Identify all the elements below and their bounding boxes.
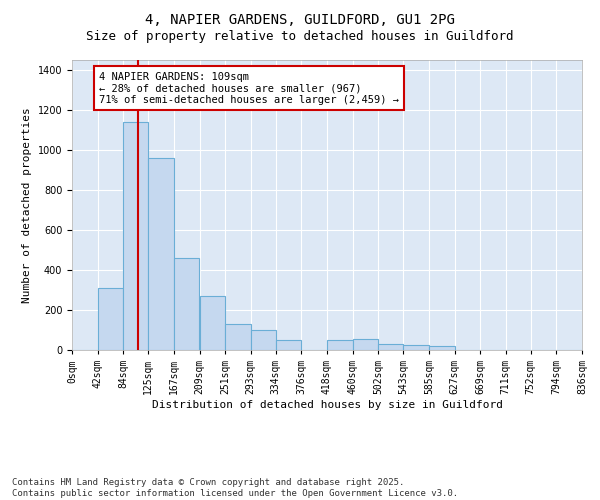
Bar <box>199 296 225 350</box>
X-axis label: Distribution of detached houses by size in Guildford: Distribution of detached houses by size … <box>151 400 503 410</box>
Bar <box>148 158 174 350</box>
Bar <box>353 339 378 350</box>
Bar <box>98 288 123 350</box>
Text: Size of property relative to detached houses in Guildford: Size of property relative to detached ho… <box>86 30 514 43</box>
Bar <box>251 330 276 350</box>
Bar <box>403 345 429 350</box>
Bar <box>276 340 301 350</box>
Bar <box>174 258 199 350</box>
Bar <box>225 324 251 350</box>
Text: Contains HM Land Registry data © Crown copyright and database right 2025.
Contai: Contains HM Land Registry data © Crown c… <box>12 478 458 498</box>
Text: 4, NAPIER GARDENS, GUILDFORD, GU1 2PG: 4, NAPIER GARDENS, GUILDFORD, GU1 2PG <box>145 12 455 26</box>
Y-axis label: Number of detached properties: Number of detached properties <box>22 107 32 303</box>
Bar <box>327 340 353 350</box>
Bar <box>123 122 148 350</box>
Bar <box>429 346 455 350</box>
Text: 4 NAPIER GARDENS: 109sqm
← 28% of detached houses are smaller (967)
71% of semi-: 4 NAPIER GARDENS: 109sqm ← 28% of detach… <box>99 72 399 105</box>
Bar <box>378 344 403 350</box>
